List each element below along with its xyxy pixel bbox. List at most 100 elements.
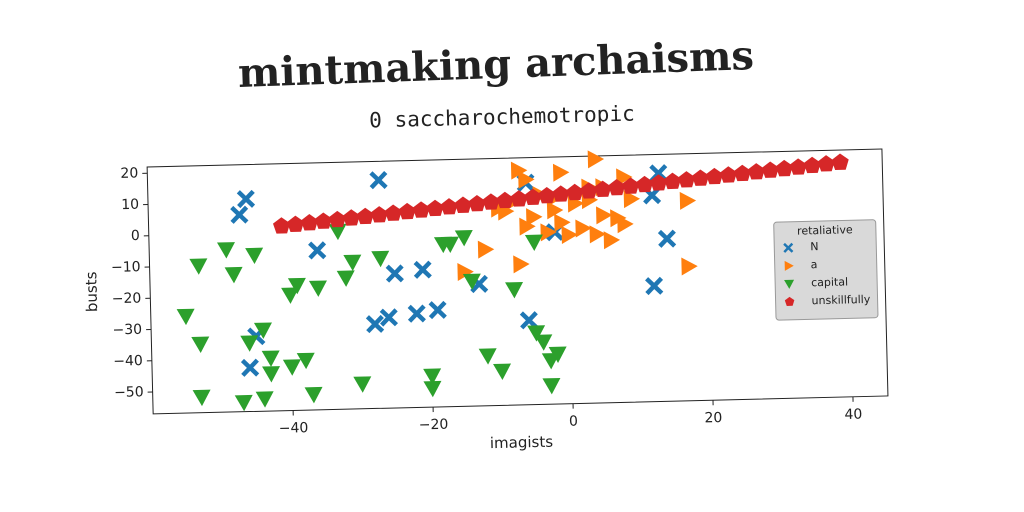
point (468, 194, 486, 212)
point (240, 358, 260, 377)
point (589, 225, 606, 244)
point (287, 277, 306, 295)
x-axis-label: imagists (490, 433, 554, 453)
legend-label: N (810, 240, 819, 253)
point (538, 186, 556, 204)
point (552, 163, 570, 182)
point (370, 206, 388, 223)
point (176, 308, 195, 326)
point (645, 276, 664, 296)
point (493, 363, 512, 380)
legend-marker (783, 242, 794, 253)
point (412, 201, 430, 218)
point (789, 158, 807, 175)
plot-frame (146, 148, 889, 415)
point (622, 177, 640, 194)
legend-marker (784, 279, 795, 289)
point (540, 223, 557, 242)
y-axis-label: busts (82, 271, 101, 312)
point (534, 334, 553, 351)
point (192, 389, 211, 407)
x-tick-label: −20 (419, 417, 449, 434)
point (261, 350, 280, 367)
point (272, 217, 291, 234)
point (575, 219, 592, 238)
point (527, 325, 546, 342)
point (230, 205, 249, 224)
point (407, 304, 426, 323)
point (566, 183, 584, 201)
legend-label: unskillfully (811, 293, 870, 307)
point (423, 368, 442, 385)
point (255, 391, 274, 408)
y-tick-label: 0 (131, 228, 140, 244)
point (282, 359, 301, 376)
x-tick-label: −40 (279, 420, 309, 437)
point (733, 164, 751, 182)
point (356, 207, 374, 225)
point (548, 346, 567, 363)
point (505, 281, 524, 299)
legend-label: a (811, 258, 818, 271)
point (454, 196, 472, 213)
point (524, 234, 543, 251)
point (308, 241, 327, 260)
point (552, 185, 570, 202)
legend-marker (784, 296, 795, 306)
legend-title: retaliative (797, 223, 853, 237)
point (236, 189, 256, 209)
point (542, 377, 561, 395)
point (371, 250, 390, 268)
point (657, 229, 677, 248)
point (636, 175, 654, 193)
legend: retaliative Na capital unskillfully (773, 219, 879, 321)
y-tick-label: 10 (121, 197, 139, 213)
point (478, 348, 497, 365)
point (482, 193, 500, 210)
y-tick-label: 20 (120, 165, 138, 181)
point (526, 208, 543, 227)
point (343, 254, 362, 272)
point (518, 170, 535, 189)
point (385, 264, 404, 283)
point (423, 380, 442, 398)
y-tick-label: −50 (114, 384, 144, 401)
y-tick-label: −10 (111, 259, 141, 276)
legend-box (773, 219, 879, 321)
point (650, 174, 668, 191)
point (510, 190, 528, 207)
point (300, 214, 319, 231)
point (369, 170, 388, 190)
point (457, 262, 474, 281)
point (519, 311, 539, 330)
point (524, 188, 542, 205)
point (775, 159, 793, 177)
point (554, 213, 571, 232)
point (336, 270, 355, 287)
point (596, 206, 613, 225)
point (691, 169, 710, 186)
legend-marker (784, 260, 794, 271)
point (245, 247, 264, 265)
point (342, 209, 360, 226)
point (384, 204, 402, 221)
point (234, 394, 253, 412)
point (296, 352, 315, 370)
point (454, 230, 473, 247)
point (308, 280, 327, 297)
point (328, 223, 347, 241)
point (426, 199, 444, 217)
point (510, 161, 528, 180)
point (477, 240, 495, 259)
point (440, 198, 458, 215)
point (513, 255, 530, 274)
point (398, 202, 416, 220)
point (831, 153, 849, 170)
point (617, 215, 634, 234)
point (353, 376, 372, 393)
y-tick-label: −20 (112, 290, 142, 307)
x-tick-label: 40 (844, 407, 862, 423)
point (664, 172, 682, 190)
point (286, 215, 305, 233)
point (365, 314, 385, 334)
